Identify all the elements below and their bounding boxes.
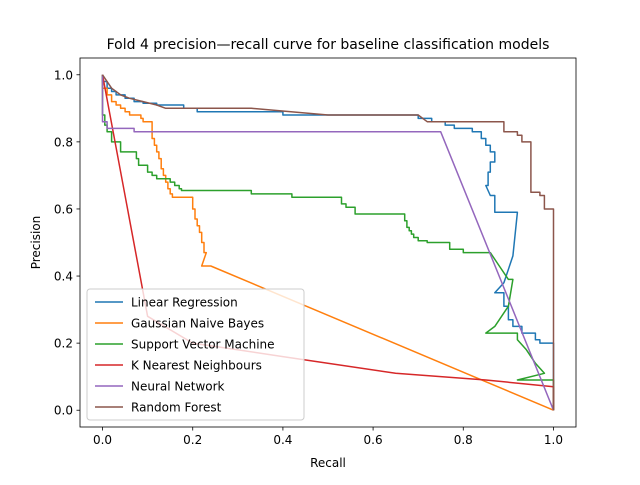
series-line-0 [101, 74, 555, 411]
y-tick-label: 0.4 [54, 270, 73, 284]
legend-label-2: Support Vector Machine [131, 338, 275, 352]
x-tick-label: 0.6 [364, 433, 383, 447]
series-line-5 [101, 74, 555, 411]
x-axis-ticks: 0.0 0.2 0.4 0.6 0.8 1.0 [93, 427, 563, 447]
x-tick-label: 0.0 [93, 433, 112, 447]
x-tick-label: 1.0 [544, 433, 563, 447]
y-tick-label: 0.6 [54, 202, 73, 216]
legend-label-4: Neural Network [131, 380, 225, 394]
series-line-4 [101, 74, 555, 411]
legend-label-1: Gaussian Naive Bayes [131, 317, 264, 331]
y-axis-label: Precision [29, 216, 43, 270]
series-line-2 [101, 74, 555, 411]
legend-label-5: Random Forest [131, 401, 222, 415]
legend-box [86, 288, 305, 421]
x-tick-label: 0.2 [183, 433, 202, 447]
y-tick-label: 0.2 [54, 337, 73, 351]
plot-frame [79, 57, 577, 428]
legend: Linear Regression Gaussian Naive Bayes Sup… [86, 288, 305, 421]
legend-label-0: Linear Regression [131, 296, 238, 310]
y-axis-ticks: 0.0 0.2 0.4 0.6 0.8 1.0 [54, 68, 80, 418]
y-tick-label: 1.0 [54, 68, 73, 82]
x-tick-label: 0.4 [273, 433, 292, 447]
y-tick-label: 0.8 [54, 135, 73, 149]
x-tick-label: 0.8 [454, 433, 473, 447]
y-tick-label: 0.0 [54, 404, 73, 418]
x-axis-label: Recall [310, 456, 346, 470]
legend-label-3: K Nearest Neighbours [131, 359, 262, 373]
chart-title: Fold 4 precision—recall curve for baseli… [107, 37, 550, 53]
series-line-1 [101, 74, 554, 411]
